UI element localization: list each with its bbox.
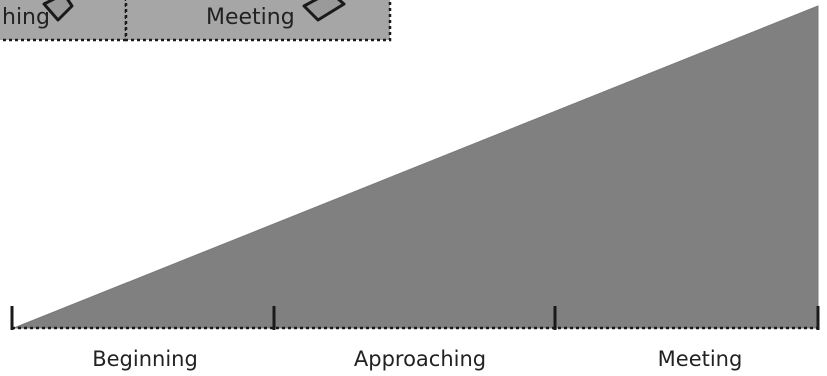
scale-label-beginning: Beginning bbox=[92, 347, 198, 371]
ramp-triangle bbox=[13, 5, 819, 329]
top-box-right-label: Meeting bbox=[206, 5, 295, 30]
scale-label-meeting: Meeting bbox=[658, 347, 743, 371]
top-box-left-label: hing bbox=[2, 5, 50, 30]
scale-ticks bbox=[10, 306, 820, 330]
scale-label-approaching: Approaching bbox=[354, 347, 486, 371]
arrow-icon-left bbox=[42, 0, 74, 22]
top-box-right bbox=[124, 0, 392, 42]
top-box-group: hing Meeting bbox=[0, 0, 392, 42]
arrow-icon-right bbox=[302, 0, 346, 22]
